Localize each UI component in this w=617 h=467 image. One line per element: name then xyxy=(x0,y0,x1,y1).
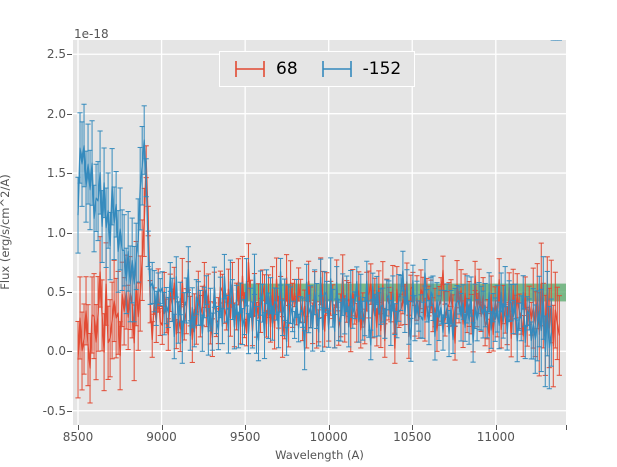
x-axis-end-tick xyxy=(566,425,567,430)
x-tick-label: 10000 xyxy=(309,430,348,444)
x-tick-mark xyxy=(78,425,79,430)
x-tick-label: 9000 xyxy=(146,430,177,444)
y-axis-offset-label: 1e-18 xyxy=(74,27,109,41)
legend-item-2[interactable]: -152 xyxy=(320,59,402,79)
y-tick-label: 1.5 xyxy=(46,166,66,181)
y-tick-label: -0.5 xyxy=(42,403,66,418)
errorbar-legend-icon xyxy=(235,61,265,77)
errorbar-legend-icon xyxy=(321,61,352,77)
y-tick-mark xyxy=(67,113,72,115)
y-tick-mark xyxy=(67,173,72,175)
y-tick-label: 2.0 xyxy=(46,106,66,121)
y-tick-label: 1.0 xyxy=(46,225,66,240)
x-tick-label: 10500 xyxy=(393,430,432,444)
x-tick-mark xyxy=(328,425,330,430)
data-series-layer xyxy=(75,40,562,404)
x-tick-label: 11000 xyxy=(476,430,515,444)
legend: 68 -152 xyxy=(219,51,416,87)
plot-area xyxy=(73,40,566,425)
legend-label: -152 xyxy=(362,59,402,79)
x-axis-label: Wavelength (A) xyxy=(275,448,364,462)
y-axis-ticks: -0.5 0.0 0.5 1.0 1.5 2.0 2.5 xyxy=(0,0,66,467)
y-tick-mark xyxy=(67,410,72,412)
y-tick-label: 0.0 xyxy=(46,344,66,359)
y-tick-label: 2.5 xyxy=(46,47,66,62)
y-tick-mark xyxy=(67,232,72,234)
y-tick-mark xyxy=(67,291,72,293)
x-tick-label: 8500 xyxy=(62,430,94,444)
x-tick-mark xyxy=(161,425,163,430)
x-tick-label: 9500 xyxy=(229,430,261,444)
legend-item-1[interactable]: 68 xyxy=(233,59,298,79)
legend-label: 68 xyxy=(276,59,298,79)
x-tick-mark xyxy=(495,425,497,430)
x-tick-mark xyxy=(245,425,247,430)
y-tick-label: 0.5 xyxy=(46,284,66,299)
y-axis-label: Flux (erg/s/cm^2/A) xyxy=(0,174,12,290)
y-tick-mark xyxy=(67,351,72,353)
y-tick-mark xyxy=(67,54,72,56)
x-tick-mark xyxy=(412,425,414,430)
